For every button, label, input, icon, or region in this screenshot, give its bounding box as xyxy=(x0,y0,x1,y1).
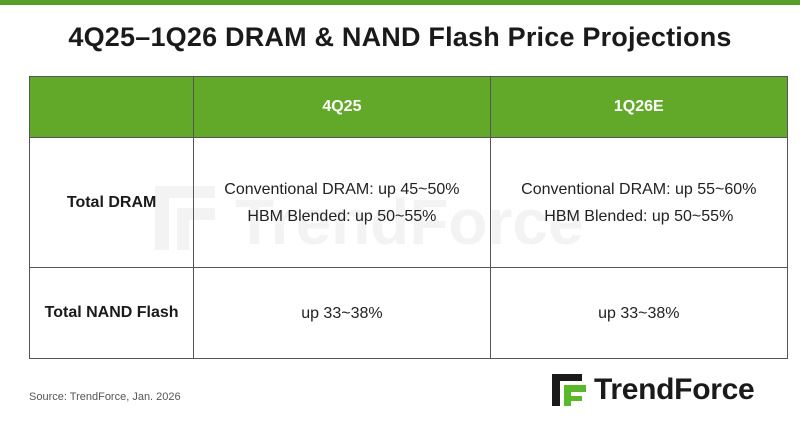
price-projection-table: 4Q25 1Q26E Total DRAM Conventional DRAM:… xyxy=(28,76,789,359)
trendforce-logo: TrendForce xyxy=(552,370,755,410)
table-header-row: 4Q25 1Q26E xyxy=(28,76,789,138)
row-label-total-dram: Total DRAM xyxy=(28,137,195,268)
cell-line: up 33~38% xyxy=(301,304,383,322)
table-row-total-nand-flash: Total NAND Flash up 33~38% up 33~38% xyxy=(28,267,789,359)
header-cell-1q26e: 1Q26E xyxy=(489,76,789,138)
table-row-total-dram: Total DRAM Conventional DRAM: up 45~50% … xyxy=(28,137,789,268)
header-cell-4q25: 4Q25 xyxy=(193,76,491,138)
cell-line: Conventional DRAM: up 55~60% xyxy=(521,180,757,198)
cell-line: HBM Blended: up 50~55% xyxy=(544,207,734,225)
top-accent-bar xyxy=(0,0,800,5)
header-cell-empty xyxy=(28,76,195,138)
logo-text: TrendForce xyxy=(594,373,755,406)
cell-dram-4q25: Conventional DRAM: up 45~50% HBM Blended… xyxy=(193,137,491,268)
cell-nand-1q26e: up 33~38% xyxy=(489,267,789,359)
trendforce-logo-icon xyxy=(552,374,586,406)
cell-dram-1q26e: Conventional DRAM: up 55~60% HBM Blended… xyxy=(489,137,789,268)
cell-line: up 33~38% xyxy=(598,304,680,322)
cell-nand-4q25: up 33~38% xyxy=(193,267,491,359)
row-label-total-nand-flash: Total NAND Flash xyxy=(28,267,195,359)
cell-line: Conventional DRAM: up 45~50% xyxy=(224,180,460,198)
cell-line: HBM Blended: up 50~55% xyxy=(247,207,437,225)
source-note: Source: TrendForce, Jan. 2026 xyxy=(29,391,181,403)
page-title: 4Q25–1Q26 DRAM & NAND Flash Price Projec… xyxy=(68,22,732,52)
